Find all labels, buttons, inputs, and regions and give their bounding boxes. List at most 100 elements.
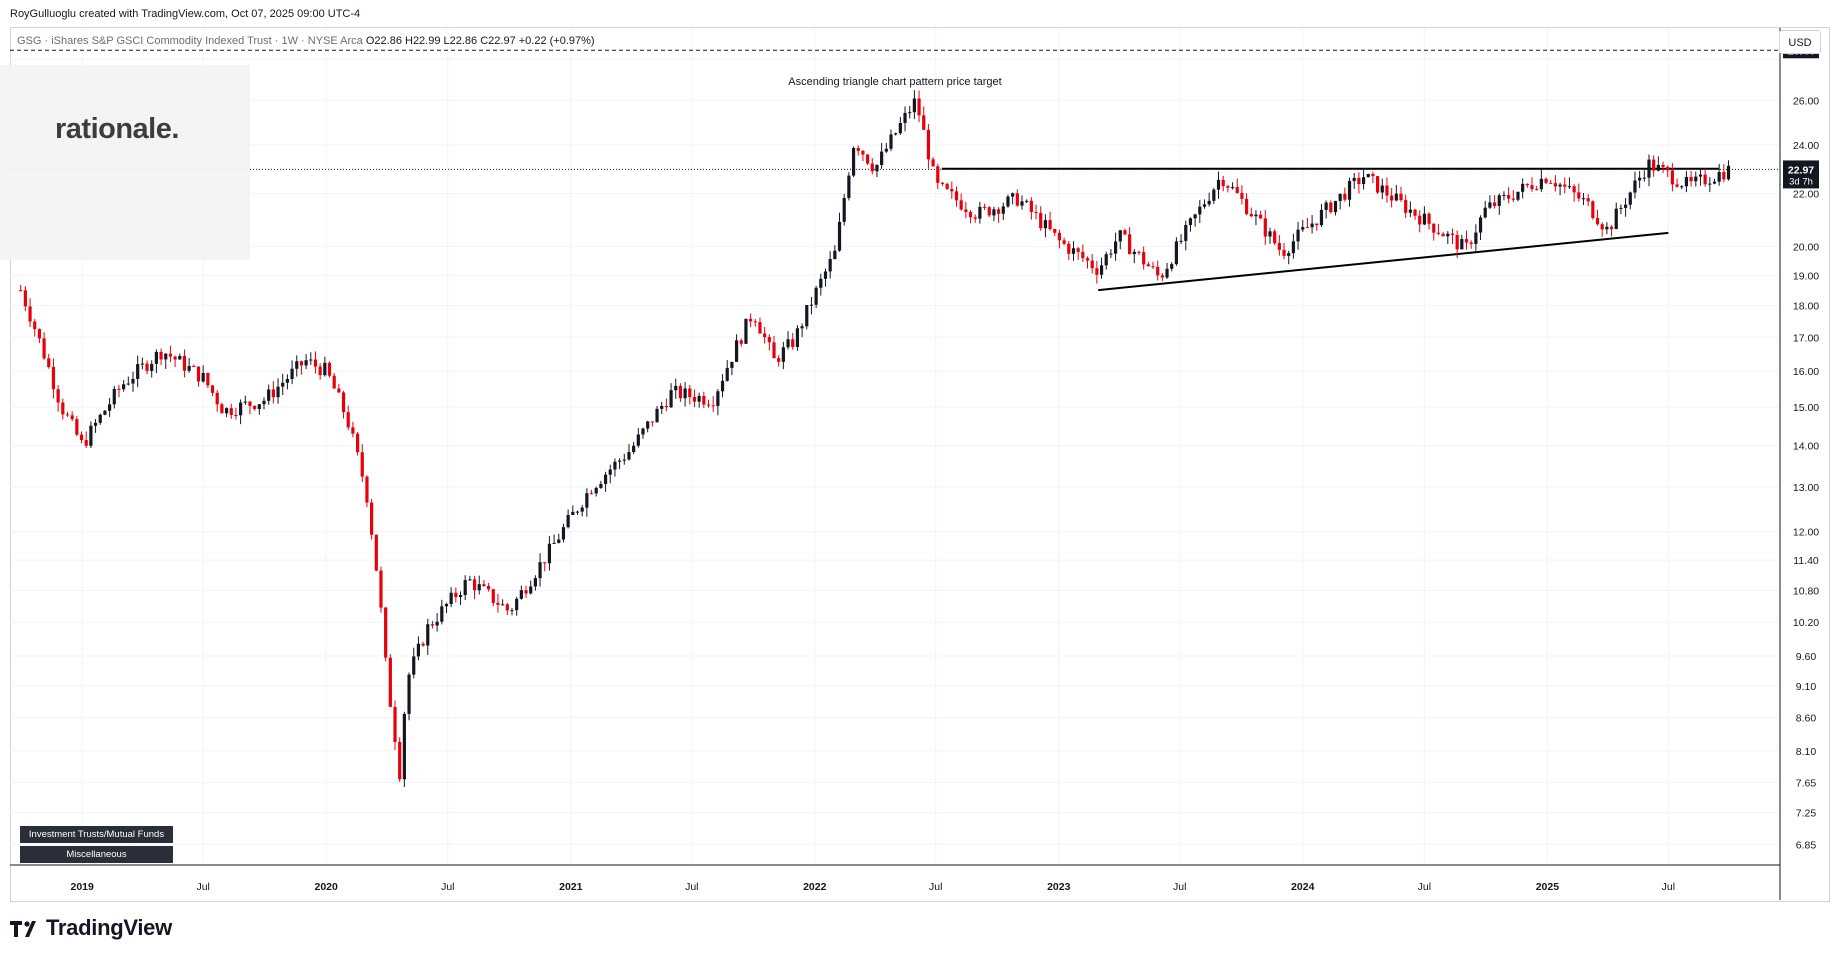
candle-body	[1076, 248, 1080, 252]
candle-body	[491, 589, 495, 603]
candle-body	[1539, 178, 1543, 190]
candle-body	[973, 217, 977, 219]
candle-body	[323, 362, 327, 376]
candle-body	[332, 375, 336, 389]
candle-body	[1011, 193, 1015, 197]
symbol-legend[interactable]: GSG · iShares S&P GSCI Commodity Indexed…	[17, 35, 595, 47]
candle-body	[580, 507, 584, 512]
candle-body	[669, 390, 673, 408]
candle-body	[613, 461, 617, 470]
candle-body	[355, 433, 360, 453]
candle-body	[997, 209, 1001, 214]
candle-body	[1067, 243, 1071, 254]
candle-body	[636, 434, 640, 446]
candle-body	[851, 148, 856, 176]
candle-body	[187, 365, 191, 371]
currency-button[interactable]: USD	[1779, 30, 1821, 54]
candle-body	[1249, 214, 1253, 217]
candle-body	[346, 412, 350, 428]
candle-body	[828, 259, 832, 272]
candle-body	[1282, 249, 1286, 256]
candle-body	[618, 460, 622, 462]
candle-body	[912, 98, 916, 113]
candle-body	[1095, 268, 1099, 275]
candle-body	[440, 606, 444, 622]
tradingview-logo[interactable]: TradingView	[10, 915, 172, 941]
candle-body	[1366, 173, 1370, 178]
candle-body	[61, 402, 65, 415]
candle-body	[552, 542, 556, 544]
candle-body	[767, 337, 771, 343]
chart-credit: RoyGulluoglu created with TradingView.co…	[10, 8, 361, 20]
candle-body	[622, 459, 626, 461]
candle-body	[426, 624, 430, 646]
y-tick-label: 22.00	[1793, 188, 1819, 200]
candle-body	[1357, 177, 1361, 185]
candle-body	[159, 351, 163, 360]
candle-body	[1062, 240, 1066, 244]
candle-body	[1029, 200, 1033, 213]
candle-body	[505, 604, 509, 611]
candle-body	[1165, 268, 1169, 278]
candle-body	[374, 534, 378, 571]
candle-body	[959, 200, 963, 210]
candle-body	[384, 607, 388, 658]
candle-body	[178, 356, 182, 360]
candle-body	[1202, 204, 1207, 207]
candle-body	[992, 209, 996, 216]
candle-body	[809, 304, 814, 306]
candle-body	[566, 514, 570, 528]
candle-body	[136, 364, 140, 379]
candle-body	[697, 395, 701, 402]
grid-lines	[10, 28, 1780, 865]
candle-body	[1600, 224, 1604, 230]
candle-body	[1703, 174, 1707, 185]
x-tick-label: 2021	[559, 881, 583, 893]
y-tick-label: 20.00	[1793, 242, 1819, 254]
candle-body	[1244, 198, 1249, 215]
candle-body	[1287, 253, 1291, 256]
candle-body	[529, 586, 533, 594]
candle-body	[1642, 177, 1646, 179]
candle-body	[1329, 202, 1333, 213]
candle-body	[1118, 230, 1122, 242]
candle-body	[1469, 242, 1473, 244]
candle-body	[1104, 254, 1108, 266]
candle-body	[276, 386, 280, 398]
candle-body	[496, 602, 500, 605]
candle-body	[781, 347, 785, 362]
candle-body	[702, 395, 706, 405]
candle-body	[1427, 213, 1431, 224]
candle-body	[1581, 198, 1586, 200]
candle-body	[758, 322, 762, 334]
candle-body	[524, 590, 528, 594]
candle-body	[1043, 220, 1047, 229]
candle-body	[1277, 243, 1281, 250]
candle-body	[1025, 200, 1029, 202]
candle-body	[1170, 264, 1174, 269]
candle-body	[313, 359, 318, 367]
candle-body	[1712, 181, 1717, 184]
candle-body	[664, 405, 668, 408]
candle-body	[103, 410, 107, 415]
candle-body	[1184, 225, 1188, 241]
candle-body	[1188, 218, 1193, 226]
candle-body	[655, 408, 659, 423]
candle-body	[547, 543, 552, 564]
candle-body	[341, 392, 346, 413]
candle-body	[940, 182, 945, 184]
candle-body	[561, 527, 566, 540]
candles	[19, 90, 1731, 788]
candle-body	[847, 175, 851, 198]
candle-body	[318, 366, 322, 376]
candle-body	[1525, 183, 1529, 186]
candle-body	[589, 493, 594, 495]
candle-body	[1151, 266, 1155, 268]
candle-body	[234, 414, 238, 416]
candle-body	[131, 378, 135, 384]
candle-body	[1132, 251, 1136, 255]
candle-body	[239, 402, 243, 416]
candle-body	[950, 188, 954, 192]
candle-body	[1376, 176, 1380, 193]
